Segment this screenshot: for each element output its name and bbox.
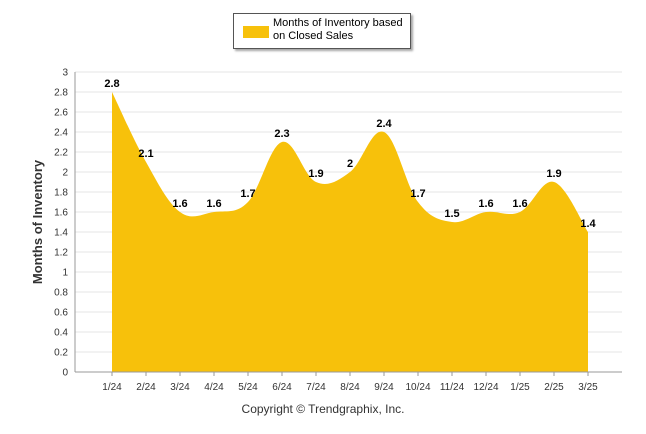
y-tick-label: 0.2 xyxy=(54,348,68,359)
x-tick-label: 5/24 xyxy=(238,382,258,393)
y-tick-label: 1 xyxy=(62,268,68,279)
x-tick-label: 3/25 xyxy=(578,382,598,393)
area-series xyxy=(112,92,588,372)
y-tick-label: 0.4 xyxy=(54,328,68,339)
copyright-text: Copyright © Trendgraphix, Inc. xyxy=(241,402,405,416)
axes xyxy=(74,72,622,373)
data-labels: 2.8 2.1 1.6 1.6 1.7 2.3 1.9 2 2.4 1.7 1.5 1.6 1.6 1.9… xyxy=(104,78,596,230)
x-tick-label: 8/24 xyxy=(340,382,360,393)
x-tick-label: 7/24 xyxy=(306,382,326,393)
x-tick-label: 1/25 xyxy=(510,382,530,393)
y-tick-label: 0 xyxy=(62,368,68,379)
legend-label: Months of Inventory based on Closed Sale… xyxy=(273,17,403,42)
y-tick-labels: 0 0.2 0.4 0.6 0.8 1 1.2 1.4 1.6 1.8 2 2.2 2.4 2.6 2.8 3 xyxy=(54,68,68,379)
x-tick-label: 2/24 xyxy=(136,382,156,393)
data-label: 2 xyxy=(347,158,353,170)
y-tick-label: 1.2 xyxy=(54,248,68,259)
data-label: 1.7 xyxy=(240,188,255,200)
data-label: 1.5 xyxy=(444,208,459,220)
y-tick-label: 1.8 xyxy=(54,188,68,199)
legend-swatch xyxy=(243,26,269,38)
data-label: 1.6 xyxy=(172,198,187,210)
y-tick-label: 0.6 xyxy=(54,308,68,319)
y-tick-label: 2.4 xyxy=(54,128,68,139)
y-tick-label: 2.6 xyxy=(54,108,68,119)
y-tick-label: 3 xyxy=(62,68,68,79)
x-tick-label: 2/25 xyxy=(544,382,564,393)
y-tick-label: 2.2 xyxy=(54,148,68,159)
x-tick-labels: 1/24 2/24 3/24 4/24 5/24 6/24 7/24 8/24 9/24 10/2… xyxy=(102,372,598,393)
legend: Months of Inventory based on Closed Sale… xyxy=(233,13,411,49)
x-tick-label: 4/24 xyxy=(204,382,224,393)
data-label: 2.3 xyxy=(274,128,289,140)
data-label: 2.1 xyxy=(138,148,153,160)
data-label: 1.4 xyxy=(580,218,596,230)
data-label: 1.9 xyxy=(308,168,323,180)
y-axis-title: Months of Inventory xyxy=(30,159,45,284)
y-tick-label: 2.8 xyxy=(54,88,68,99)
data-label: 1.6 xyxy=(206,198,221,210)
data-label: 1.6 xyxy=(478,198,493,210)
x-tick-label: 3/24 xyxy=(170,382,190,393)
data-label: 2.8 xyxy=(104,78,119,90)
y-tick-label: 1.4 xyxy=(54,228,68,239)
x-tick-label: 12/24 xyxy=(473,382,498,393)
data-label: 2.4 xyxy=(376,118,392,130)
y-tick-label: 2 xyxy=(62,168,68,179)
data-label: 1.6 xyxy=(512,198,527,210)
x-tick-label: 10/24 xyxy=(405,382,430,393)
x-tick-label: 6/24 xyxy=(272,382,292,393)
x-tick-label: 1/24 xyxy=(102,382,122,393)
x-tick-label: 11/24 xyxy=(440,382,465,393)
y-tick-label: 1.6 xyxy=(54,208,68,219)
data-label: 1.7 xyxy=(410,188,425,200)
area-fill xyxy=(112,92,588,372)
x-tick-label: 9/24 xyxy=(374,382,394,393)
y-tick-label: 0.8 xyxy=(54,288,68,299)
data-label: 1.9 xyxy=(546,168,561,180)
